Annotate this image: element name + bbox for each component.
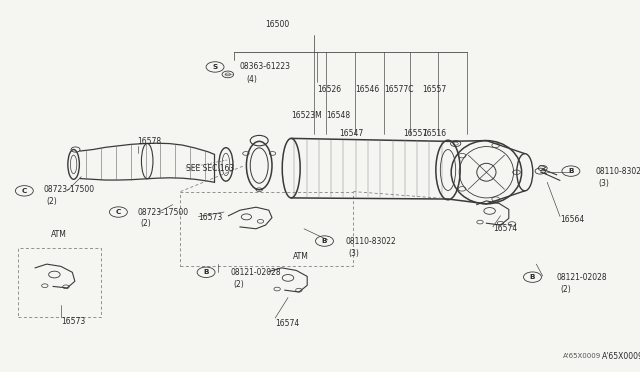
Text: 16564: 16564: [560, 215, 584, 224]
Text: 16577C: 16577C: [384, 85, 413, 94]
Text: 08110-83022: 08110-83022: [346, 237, 396, 246]
Text: 16573: 16573: [198, 213, 223, 222]
Text: B: B: [204, 269, 209, 275]
Text: 08110-83022: 08110-83022: [595, 167, 640, 176]
Text: 16526: 16526: [317, 85, 341, 94]
Text: C: C: [116, 209, 121, 215]
Text: 16557: 16557: [422, 85, 447, 94]
Text: S: S: [212, 64, 218, 70]
Text: 16548: 16548: [326, 111, 351, 120]
Text: 16516: 16516: [422, 129, 447, 138]
Text: B: B: [530, 274, 535, 280]
Text: B: B: [322, 238, 327, 244]
Text: 16500: 16500: [266, 20, 290, 29]
Text: C: C: [22, 188, 27, 194]
Text: 08723-17500: 08723-17500: [138, 208, 189, 217]
Text: 16557: 16557: [403, 129, 428, 138]
Text: SEE SEC.163: SEE SEC.163: [186, 164, 234, 173]
Text: 16574: 16574: [493, 224, 517, 233]
Text: 08723-17500: 08723-17500: [44, 185, 95, 194]
Text: (3): (3): [598, 179, 609, 187]
Text: 16546: 16546: [355, 85, 380, 94]
Text: A'65X0009: A'65X0009: [602, 352, 640, 361]
Text: 16574: 16574: [275, 319, 300, 328]
Text: (2): (2): [46, 197, 57, 206]
Text: 16573: 16573: [61, 317, 85, 326]
Text: ATM: ATM: [51, 230, 67, 239]
Text: 08121-02028: 08121-02028: [230, 268, 281, 277]
Text: ATM: ATM: [293, 252, 309, 261]
Text: (2): (2): [141, 219, 152, 228]
Text: 08121-02028: 08121-02028: [557, 273, 607, 282]
Text: 08363-61223: 08363-61223: [240, 62, 291, 71]
Text: (2): (2): [234, 280, 244, 289]
Text: (4): (4): [246, 76, 257, 84]
Text: 16523M: 16523M: [291, 111, 322, 120]
Text: B: B: [568, 168, 573, 174]
Text: (2): (2): [560, 285, 571, 294]
Text: A'65X0009: A'65X0009: [563, 353, 602, 359]
Text: 16578: 16578: [138, 137, 162, 146]
Text: (3): (3): [349, 249, 360, 258]
Text: 16547: 16547: [339, 129, 364, 138]
